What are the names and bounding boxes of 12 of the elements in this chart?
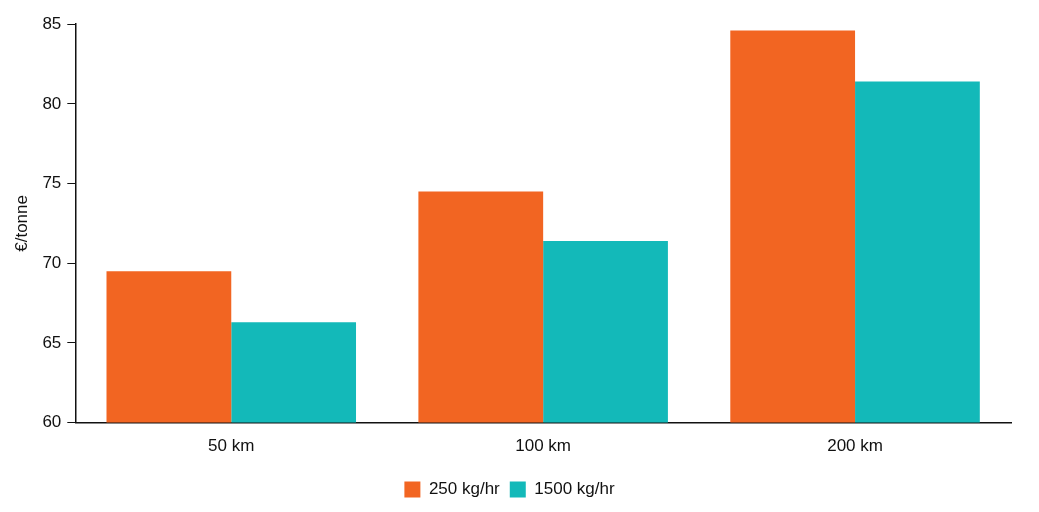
y-tick-label: 85	[42, 13, 62, 33]
y-tick-label: 65	[42, 332, 62, 352]
y-axis-title: €/tonne	[11, 195, 31, 252]
legend-label: 1500 kg/hr	[534, 479, 615, 499]
x-tick-label: 100 km	[515, 436, 572, 456]
legend-label: 250 kg/hr	[428, 479, 501, 499]
y-tick-label: 75	[42, 173, 62, 193]
y-tick-label: 60	[42, 412, 62, 432]
x-tick-label: 200 km	[827, 436, 883, 456]
y-tick-label: 70	[42, 252, 62, 272]
y-tick-label: 80	[42, 93, 62, 113]
x-tick-label: 50 km	[208, 436, 255, 456]
